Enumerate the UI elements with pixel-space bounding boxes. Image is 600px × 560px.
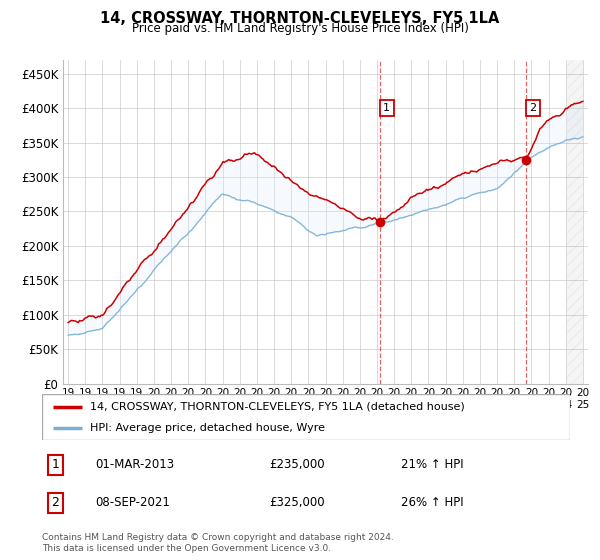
Text: Price paid vs. HM Land Registry's House Price Index (HPI): Price paid vs. HM Land Registry's House … <box>131 22 469 35</box>
Text: 14, CROSSWAY, THORNTON-CLEVELEYS, FY5 1LA (detached house): 14, CROSSWAY, THORNTON-CLEVELEYS, FY5 1L… <box>89 402 464 412</box>
Text: 1: 1 <box>51 458 59 471</box>
Text: 01-MAR-2013: 01-MAR-2013 <box>95 458 174 471</box>
Text: £325,000: £325,000 <box>269 496 325 509</box>
Text: 26% ↑ HPI: 26% ↑ HPI <box>401 496 464 509</box>
Text: Contains HM Land Registry data © Crown copyright and database right 2024.
This d: Contains HM Land Registry data © Crown c… <box>42 533 394 553</box>
Text: £235,000: £235,000 <box>269 458 325 471</box>
Text: 1: 1 <box>383 103 391 113</box>
Text: 14, CROSSWAY, THORNTON-CLEVELEYS, FY5 1LA: 14, CROSSWAY, THORNTON-CLEVELEYS, FY5 1L… <box>100 11 500 26</box>
Text: 2: 2 <box>529 103 536 113</box>
Text: 21% ↑ HPI: 21% ↑ HPI <box>401 458 464 471</box>
Text: HPI: Average price, detached house, Wyre: HPI: Average price, detached house, Wyre <box>89 423 325 433</box>
Text: 2: 2 <box>51 496 59 509</box>
Text: 08-SEP-2021: 08-SEP-2021 <box>95 496 170 509</box>
